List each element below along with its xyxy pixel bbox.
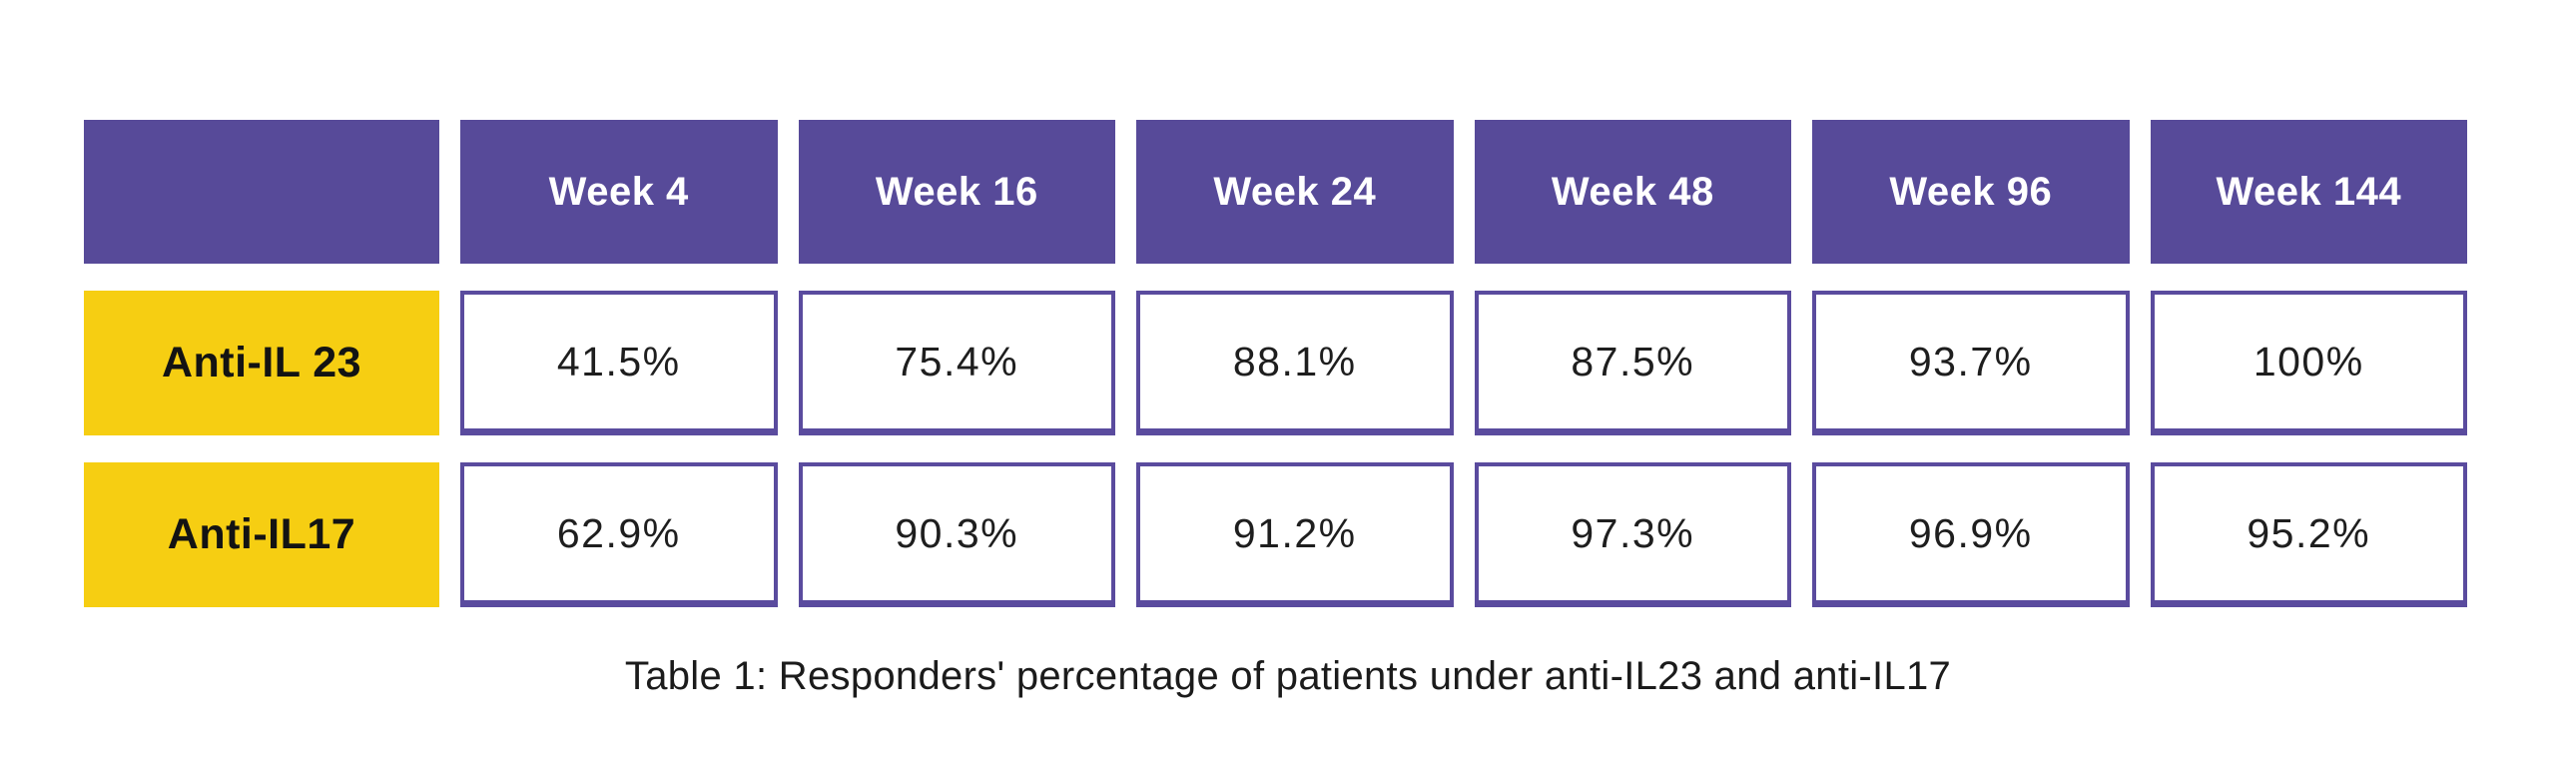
column-header-week-24: Week 24 xyxy=(1136,120,1454,264)
table-caption: Table 1: Responders' percentage of patie… xyxy=(624,654,1952,698)
column-header-week-4: Week 4 xyxy=(460,120,778,264)
data-cell: 96.9% xyxy=(1812,462,2130,607)
row-label-anti-il-23: Anti-IL 23 xyxy=(84,291,439,435)
row-label-anti-il17: Anti-IL17 xyxy=(84,462,439,607)
column-header-week-48: Week 48 xyxy=(1474,120,1791,264)
responders-table: Week 4 Week 16 Week 24 Week 48 Week 96 Week 1… xyxy=(84,120,2467,607)
data-cell: 62.9% xyxy=(460,462,778,607)
column-header-week-16: Week 16 xyxy=(798,120,1115,264)
data-cell: 93.7% xyxy=(1812,291,2130,435)
data-cell: 75.4% xyxy=(798,291,1115,435)
data-cell: 100% xyxy=(2150,291,2467,435)
data-cell: 97.3% xyxy=(1474,462,1791,607)
data-cell: 91.2% xyxy=(1136,462,1454,607)
column-header-week-96: Week 96 xyxy=(1812,120,2130,264)
data-cell: 90.3% xyxy=(798,462,1115,607)
column-header-week-144: Week 144 xyxy=(2150,120,2467,264)
data-cell: 87.5% xyxy=(1474,291,1791,435)
data-cell: 95.2% xyxy=(2150,462,2467,607)
responders-table-figure: Week 4 Week 16 Week 24 Week 48 Week 96 Week 1… xyxy=(84,120,2467,607)
data-cell: 88.1% xyxy=(1136,291,1454,435)
corner-cell xyxy=(84,120,439,264)
data-cell: 41.5% xyxy=(460,291,778,435)
